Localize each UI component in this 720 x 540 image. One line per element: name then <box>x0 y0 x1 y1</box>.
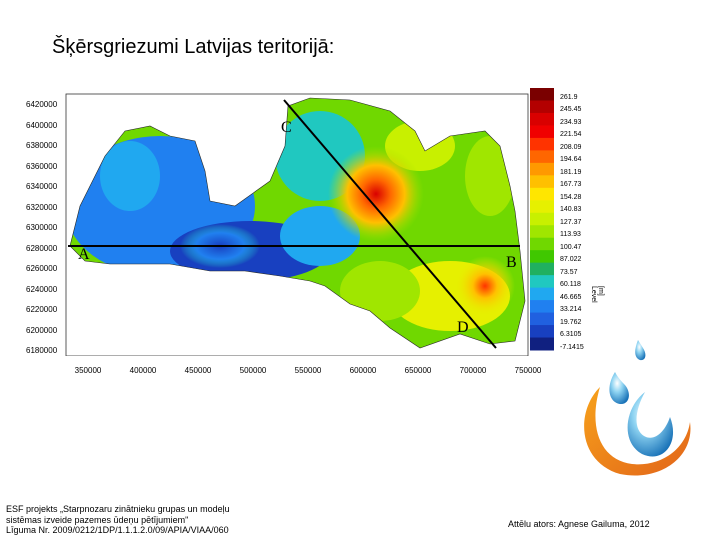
y-tick-label: 6400000 <box>26 120 58 130</box>
colorbar-tick-label: 6.3105 <box>560 331 582 339</box>
x-tick-label: 350000 <box>74 366 102 375</box>
colorbar-unit: [m] Level <box>590 286 604 303</box>
colorbar-tick-label: 33.214 <box>560 306 582 314</box>
project-line-2: sistēmas izveide pazemes ūdeņu pētījumie… <box>6 514 189 525</box>
colorbar-swatch <box>530 212 554 226</box>
x-tick-label: 550000 <box>294 366 322 375</box>
colorbar <box>530 88 554 351</box>
latvia-outline <box>69 97 526 349</box>
colorbar-tick-label: 208.09 <box>560 143 582 151</box>
colorbar-tick-label: 154.28 <box>560 193 582 201</box>
section-label-a: A <box>78 246 90 263</box>
colorbar-tick-label: 100.47 <box>560 243 582 251</box>
y-tick-label: 6260000 <box>26 264 58 273</box>
colorbar-tick-label: 87.022 <box>560 256 582 264</box>
colorbar-swatch <box>530 312 554 326</box>
colorbar-swatch <box>530 250 554 264</box>
colorbar-tick-label: -7.1415 <box>560 343 584 351</box>
colorbar-swatch <box>530 300 554 314</box>
colorbar-swatch <box>530 100 554 114</box>
project-line-3: Līguma Nr. 2009/0212/1DP/1.1.1.2.0/09/AP… <box>6 525 229 535</box>
x-tick-label: 400000 <box>129 366 157 375</box>
colorbar-tick-label: 194.64 <box>560 156 582 164</box>
image-credit: Attēlu ators: Agnese Gailuma, 2012 <box>508 519 650 529</box>
x-tick-label: 500000 <box>239 366 267 375</box>
y-tick-label: 6340000 <box>26 182 58 191</box>
x-tick-label: 750000 <box>514 366 542 375</box>
colorbar-swatch <box>530 162 554 176</box>
colorbar-tick-label: 127.37 <box>560 218 582 226</box>
project-line-1: ESF projekts „Starpnozaru zinātnieku gru… <box>6 504 230 514</box>
y-tick-label: 6360000 <box>26 161 58 171</box>
y-tick-label: 6420000 <box>26 100 58 109</box>
water-drop-logo <box>584 340 691 476</box>
colorbar-swatch <box>530 125 554 139</box>
colorbar-swatch <box>530 275 554 289</box>
colorbar-tick-label: 140.83 <box>560 206 582 214</box>
colorbar-tick-label: 46.665 <box>560 293 582 301</box>
colorbar-swatch <box>530 88 554 101</box>
slide-title: Šķērsgriezumi Latvijas teritorijā: <box>52 36 335 58</box>
map-plot <box>65 88 554 356</box>
colorbar-swatch <box>530 325 554 339</box>
colorbar-swatch <box>530 225 554 239</box>
colorbar-tick-label: 73.57 <box>560 268 578 276</box>
colorbar-swatch <box>530 175 554 189</box>
section-line-c-d <box>283 99 497 349</box>
section-label-c: C <box>281 119 292 136</box>
y-tick-label: 6280000 <box>26 243 58 253</box>
project-info: ESF projekts „Starpnozaru zinātnieku gru… <box>6 504 230 536</box>
section-label-b: B <box>506 254 517 271</box>
colorbar-tick-label: 19.762 <box>560 318 582 326</box>
colorbar-swatch <box>530 137 554 151</box>
x-tick-label: 650000 <box>404 366 432 375</box>
y-tick-label: 6240000 <box>26 284 58 294</box>
colorbar-tick-label: 221.54 <box>560 131 582 139</box>
y-tick-label: 6320000 <box>26 202 58 212</box>
colorbar-tick-label: 234.93 <box>560 118 582 126</box>
x-tick-label: 450000 <box>184 366 212 375</box>
colorbar-tick-label: 167.73 <box>560 181 582 189</box>
colorbar-swatch <box>530 337 554 351</box>
colorbar-tick-label: 113.93 <box>560 231 581 239</box>
y-tick-label: 6220000 <box>26 305 58 314</box>
colorbar-tick-label: 181.19 <box>560 168 582 176</box>
colorbar-tick-label: 60.118 <box>560 281 581 289</box>
x-tick-label: 600000 <box>349 366 377 375</box>
elevation-map-figure: 6420000 6400000 6380000 6360000 6340000 63200… <box>20 86 604 375</box>
section-label-d: D <box>457 319 469 336</box>
colorbar-swatch <box>530 262 554 276</box>
y-tick-label: 6180000 <box>26 346 58 355</box>
colorbar-tick-label: 245.45 <box>560 106 582 114</box>
colorbar-swatch <box>530 150 554 164</box>
colorbar-swatch <box>530 287 554 301</box>
y-tick-label: 6200000 <box>26 325 58 335</box>
colorbar-swatch <box>530 187 554 201</box>
colorbar-tick-label: 261.9 <box>560 94 578 101</box>
y-tick-label: 6300000 <box>26 223 58 232</box>
colorbar-swatch <box>530 112 554 126</box>
y-tick-label: 6380000 <box>26 141 58 150</box>
colorbar-swatch <box>530 237 554 251</box>
plot-frame <box>65 93 529 356</box>
x-tick-label: 700000 <box>459 366 487 375</box>
colorbar-swatch <box>530 200 554 214</box>
